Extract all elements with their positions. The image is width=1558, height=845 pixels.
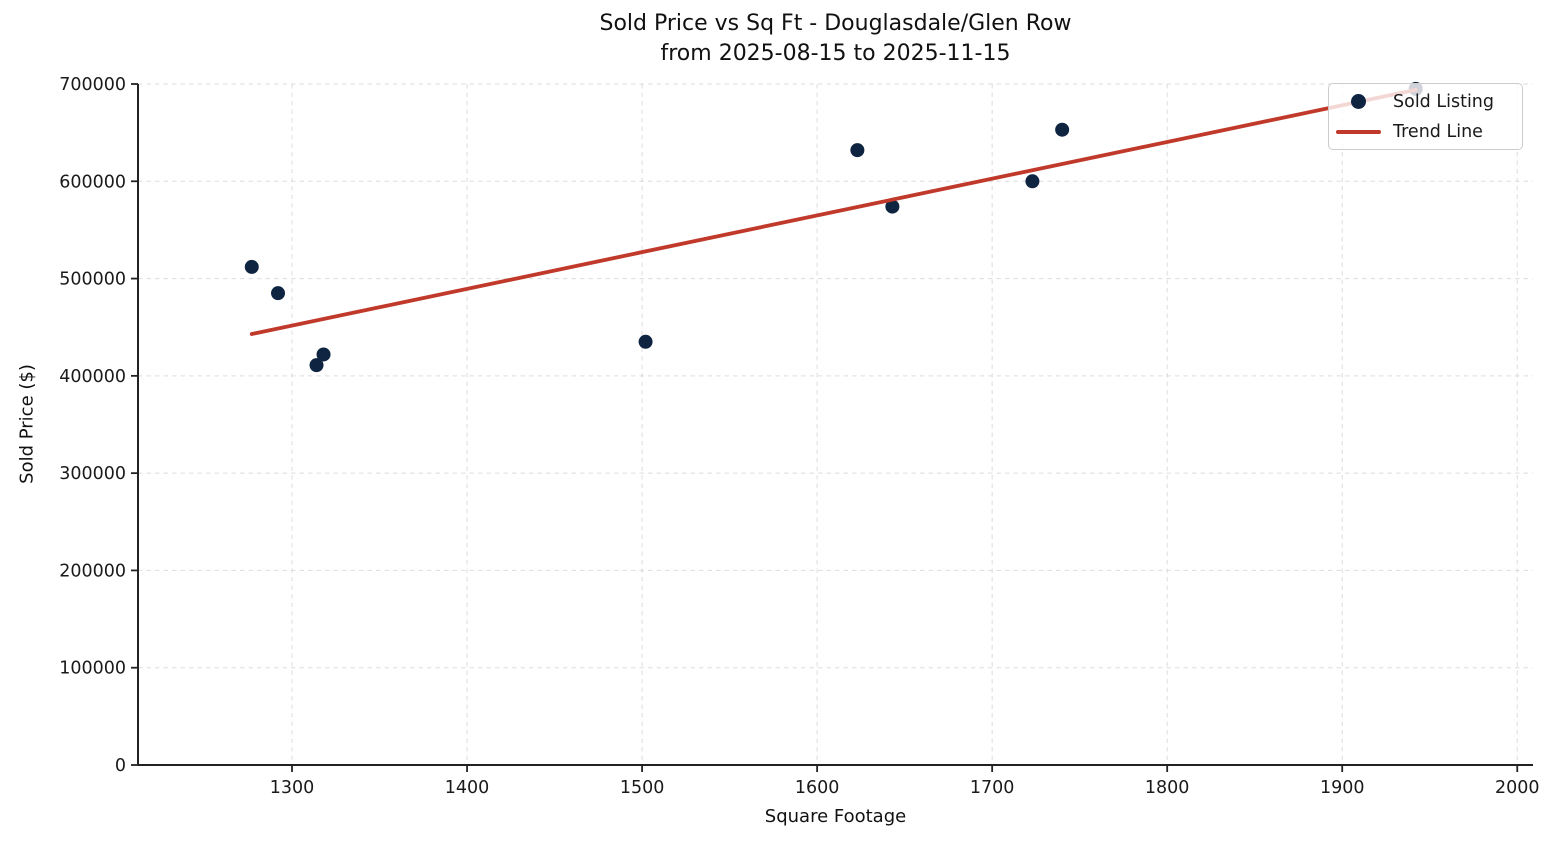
scatter-point [309,358,324,373]
scatter-point [271,286,286,301]
legend: Sold Listing Trend Line [1328,83,1523,150]
y-tick-label: 0 [115,756,126,776]
y-tick-label: 400000 [59,367,126,387]
legend-label: Sold Listing [1393,91,1495,112]
x-tick-label: 1300 [270,778,315,798]
trend-line-marker-icon [1335,129,1381,134]
x-tick-label: 1400 [445,778,490,798]
legend-item-sold-listing: Sold Listing [1329,87,1522,117]
scatter-point [316,347,331,362]
y-tick-label: 300000 [59,464,126,484]
y-tick-label: 700000 [59,75,126,95]
y-tick-label: 500000 [59,270,126,290]
y-tick-label: 600000 [59,172,126,192]
x-axis-label: Square Footage [764,806,907,827]
legend-item-trend-line: Trend Line [1329,117,1522,147]
x-tick-label: 1900 [1320,778,1365,798]
scatter-point [850,143,865,158]
sold-listing-marker-icon [1350,94,1366,109]
y-axis-label: Sold Price ($) [16,364,38,484]
x-tick-label: 1600 [795,778,840,798]
trend-line [249,87,1418,336]
x-tick-label: 1700 [970,778,1015,798]
chart-subtitle: from 2025-08-15 to 2025-11-15 [660,41,1011,66]
y-tick-label: 100000 [59,659,126,679]
x-tick-label: 2000 [1495,778,1540,798]
scatter-point [638,334,653,349]
scatter-point [885,199,900,214]
scatter-point [244,259,259,274]
x-tick-label: 1800 [1145,778,1190,798]
scatter-point [1055,122,1070,137]
scatter-point [1025,174,1040,189]
y-tick-label: 200000 [59,561,126,581]
legend-label: Trend Line [1393,121,1483,142]
x-tick-label: 1500 [620,778,665,798]
chart-title: Sold Price vs Sq Ft - Douglasdale/Glen R… [599,11,1072,36]
